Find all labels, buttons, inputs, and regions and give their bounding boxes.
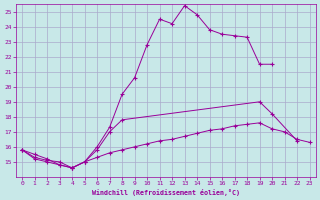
X-axis label: Windchill (Refroidissement éolien,°C): Windchill (Refroidissement éolien,°C) <box>92 189 240 196</box>
